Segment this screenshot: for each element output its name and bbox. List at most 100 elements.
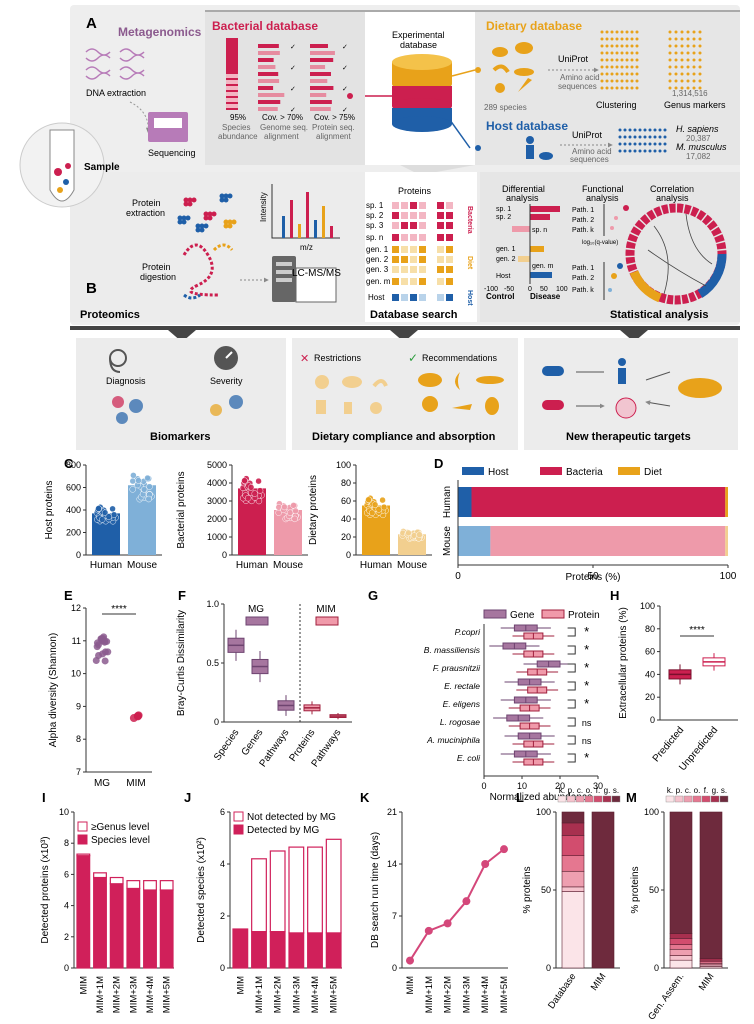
y-tick-label: 600 bbox=[66, 483, 81, 493]
host-dot bbox=[628, 128, 632, 132]
alignment-bar bbox=[310, 65, 326, 69]
corr-analysis-2: analysis bbox=[656, 193, 689, 203]
diet-dot bbox=[668, 72, 672, 76]
func-path2-a: Path. 2 bbox=[572, 217, 594, 224]
matrix-cell bbox=[419, 246, 426, 253]
host-dot bbox=[628, 135, 632, 139]
rank-label: s. bbox=[721, 786, 727, 795]
rank-swatch bbox=[701, 795, 711, 803]
x-tick-label: MIM bbox=[697, 971, 717, 993]
chart-I: 0 2 4 6 8 10 Detected proteins (x10³) MIM MIM+1M… bbox=[40, 807, 174, 1013]
diet-dot bbox=[615, 58, 619, 62]
y-tick-label: 1000 bbox=[207, 532, 227, 542]
protein-blob bbox=[203, 223, 209, 229]
legend-swatch bbox=[540, 467, 562, 475]
data-point bbox=[292, 507, 299, 515]
diet-dot bbox=[620, 72, 624, 76]
abundance-stripe bbox=[226, 98, 238, 102]
rank-label: k. bbox=[667, 786, 673, 795]
host-dot bbox=[653, 128, 657, 132]
y-tick-label: 10 bbox=[59, 807, 69, 817]
panel-letter-c: C bbox=[64, 456, 74, 471]
y-axis-label: Detected species (x10²) bbox=[196, 837, 207, 943]
host-dot bbox=[643, 128, 647, 132]
x-tick-label: MIM+1M bbox=[424, 976, 435, 1013]
stacked-bar-segment bbox=[76, 853, 91, 857]
data-point bbox=[416, 531, 423, 538]
h-sapiens-label: H. sapiens bbox=[676, 124, 719, 134]
legend-label: Bacteria bbox=[566, 467, 603, 478]
significance-label: ns bbox=[582, 718, 592, 728]
diet-dot bbox=[610, 58, 614, 62]
data-point bbox=[371, 501, 379, 509]
stage2-label1: Genome seq. bbox=[260, 123, 308, 132]
y-tick-label: 0 bbox=[654, 963, 659, 973]
diet-dot bbox=[680, 79, 684, 83]
data-point bbox=[443, 919, 452, 928]
chart-F: 0 0.5 1.0 Bray-Curtis Dissimilarity SpeciesG… bbox=[176, 599, 352, 769]
alignment-bar bbox=[258, 79, 280, 83]
diet-dot bbox=[686, 86, 690, 90]
data-point bbox=[145, 495, 152, 503]
diet-dot bbox=[600, 44, 604, 48]
significance-label: * bbox=[584, 642, 589, 657]
stacked-bar-segment bbox=[307, 932, 323, 969]
x-tick-label: MG bbox=[94, 778, 110, 789]
side-bacteria: Bacteria bbox=[466, 206, 473, 234]
protein-blob bbox=[223, 219, 229, 225]
diet-dot bbox=[635, 44, 639, 48]
diet-dot bbox=[674, 44, 678, 48]
legend-swatch bbox=[233, 811, 244, 822]
host-dot bbox=[653, 149, 657, 153]
matrix-cell bbox=[437, 266, 444, 273]
new-targets-label: New therapeutic targets bbox=[566, 431, 691, 443]
diff-tick-m50: -50 bbox=[504, 286, 514, 293]
matrix-cell bbox=[446, 202, 453, 209]
recommended-food-icons bbox=[418, 372, 504, 415]
bacterial-filter-stages: ✓ ✓ ✓ ✓ ✓ ✓ ✓ ✓ bbox=[226, 38, 348, 114]
significance-bracket bbox=[567, 627, 576, 637]
stacked-bar-segment bbox=[159, 889, 174, 969]
diet-dot bbox=[625, 44, 629, 48]
diet-dot bbox=[630, 30, 634, 34]
diet-dot bbox=[692, 72, 696, 76]
host-dot bbox=[658, 128, 662, 132]
data-point bbox=[144, 474, 151, 482]
data-point bbox=[94, 641, 102, 649]
y-tick-label: P.copri bbox=[455, 627, 481, 637]
stacked-bar-segment bbox=[251, 858, 267, 933]
diet-dot bbox=[692, 30, 696, 34]
y-tick-label: 10 bbox=[71, 669, 81, 679]
row-sp1: sp. 1 bbox=[366, 201, 384, 210]
row-host: Host bbox=[368, 293, 385, 302]
x-tick-label: MIM bbox=[405, 976, 416, 995]
restrictions-label: Restrictions bbox=[314, 353, 362, 363]
protein-blob bbox=[207, 211, 213, 217]
stacked-bar-segment bbox=[591, 811, 615, 969]
host-dot bbox=[638, 135, 642, 139]
disease-label: Disease bbox=[530, 292, 561, 301]
check-mark: ✓ bbox=[342, 107, 348, 114]
differential-bars bbox=[512, 204, 560, 284]
diet-dot bbox=[635, 58, 639, 62]
diet-dot bbox=[692, 51, 696, 55]
diet-dot bbox=[680, 37, 684, 41]
significance-label: **** bbox=[689, 625, 705, 636]
alignment-bar bbox=[310, 44, 328, 48]
series-swatch bbox=[245, 616, 269, 626]
row-genm: gen. m bbox=[366, 277, 391, 286]
data-point bbox=[98, 516, 106, 523]
legend-label: Not detected by MG bbox=[247, 812, 336, 823]
rank-swatch bbox=[710, 795, 720, 803]
y-tick-label: 60 bbox=[341, 496, 351, 506]
abundance-stripe bbox=[226, 86, 238, 90]
stacked-bar-segment bbox=[561, 855, 585, 872]
check-mark: ✓ bbox=[290, 107, 296, 114]
host-dot bbox=[643, 135, 647, 139]
stacked-bar-segment bbox=[669, 955, 693, 961]
genus-markers-label: Genus markers bbox=[664, 100, 726, 110]
stage3-label2: alignment bbox=[316, 132, 351, 141]
matrix-cell bbox=[446, 278, 453, 285]
row-gen2: gen. 2 bbox=[366, 255, 389, 264]
data-point bbox=[133, 711, 142, 720]
